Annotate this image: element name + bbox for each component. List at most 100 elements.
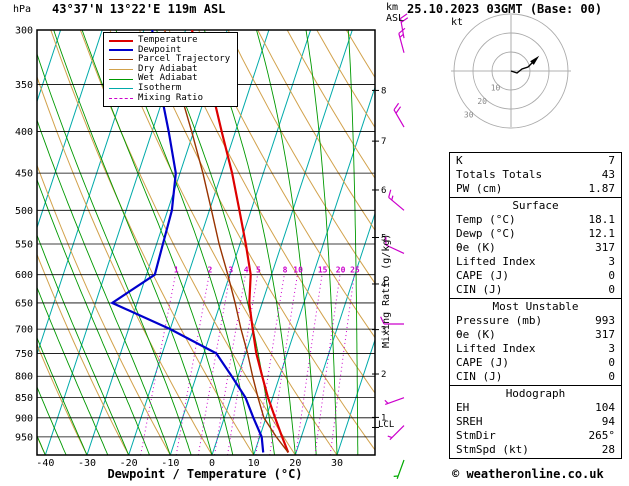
pressure-tick-label: 350 bbox=[15, 80, 33, 91]
stat-label: θe (K) bbox=[456, 241, 496, 254]
stat-value: 317 bbox=[595, 241, 615, 254]
temp-tick-label: -40 bbox=[36, 458, 54, 469]
copyright: © weatheronline.co.uk bbox=[452, 467, 604, 481]
stat-row: EH 104 bbox=[450, 401, 621, 415]
stat-value: 0 bbox=[608, 356, 615, 369]
stat-label: StmDir bbox=[456, 429, 496, 442]
mixing-ratio-value-label: 3 bbox=[228, 266, 233, 275]
mixing-ratio-value-label: 1 bbox=[174, 266, 179, 275]
stat-label: Totals Totals bbox=[456, 168, 543, 181]
stat-row: Dewp (°C) 12.1 bbox=[450, 227, 621, 241]
stat-row: PW (cm) 1.87 bbox=[450, 182, 621, 196]
stat-value: 3 bbox=[608, 255, 615, 268]
legend-item: Isotherm bbox=[109, 82, 230, 94]
mixing-ratio-value-label: 4 bbox=[244, 266, 249, 275]
temperature-swatch bbox=[109, 39, 133, 42]
stat-value: 0 bbox=[608, 370, 615, 383]
stat-row: SREH 94 bbox=[450, 415, 621, 429]
section-hodograph: Hodograph EH 104 SREH 94 StmDir 265° StmSpd (kt… bbox=[450, 385, 621, 458]
stat-label: Pressure (mb) bbox=[456, 314, 543, 327]
km-tick-label: 5 bbox=[381, 233, 386, 243]
pressure-tick-label: 700 bbox=[15, 325, 33, 336]
stat-row: CIN (J) 0 bbox=[450, 370, 621, 384]
stat-value: 1.87 bbox=[588, 182, 616, 195]
wind-barb bbox=[398, 27, 406, 53]
temp-tick-label: -20 bbox=[120, 458, 138, 469]
stat-label: StmSpd (kt) bbox=[456, 443, 529, 456]
legend-label: Dry Adiabat bbox=[138, 63, 198, 74]
dry-adiabat-swatch bbox=[109, 69, 133, 71]
isotherm-swatch bbox=[109, 88, 133, 90]
station-title: 43°37'N 13°22'E 119m ASL bbox=[52, 2, 226, 16]
stat-label: Lifted Index bbox=[456, 255, 536, 268]
pressure-tick-label: 900 bbox=[15, 413, 33, 424]
mixing-ratio-value-label: 20 bbox=[336, 266, 346, 275]
stat-label: CAPE (J) bbox=[456, 269, 509, 282]
stat-row: CAPE (J) 0 bbox=[450, 269, 621, 283]
stat-row: CIN (J) 0 bbox=[450, 283, 621, 297]
stat-value: 12.1 bbox=[588, 227, 616, 240]
plot-border bbox=[36, 29, 376, 456]
stat-label: PW (cm) bbox=[456, 182, 503, 195]
km-tick-label: 3 bbox=[381, 326, 386, 336]
hodograph-ring-label: 30 bbox=[464, 110, 474, 119]
km-tick-label: 2 bbox=[381, 370, 386, 380]
pressure-tick-label: 950 bbox=[15, 432, 33, 443]
legend-item: Dewpoint bbox=[109, 45, 230, 56]
pressure-tick-label: 650 bbox=[15, 298, 33, 309]
mixing-ratio-axis-label: Mixing Ratio (g/kg) bbox=[381, 233, 392, 348]
sounding-curves bbox=[109, 30, 290, 453]
temp-tick-label: 20 bbox=[289, 458, 301, 469]
stat-value: 94 bbox=[601, 415, 615, 428]
legend-item: Wet Adiabat bbox=[109, 74, 230, 84]
stat-row: Lifted Index 3 bbox=[450, 342, 621, 356]
stat-label: K bbox=[456, 154, 463, 167]
stat-label: CIN (J) bbox=[456, 370, 503, 383]
wet-adiabat-swatch bbox=[109, 78, 133, 80]
km-tick-label: 8 bbox=[381, 86, 386, 96]
mixing-ratio-value-label: 8 bbox=[283, 266, 288, 275]
pressure-tick-label: 800 bbox=[15, 372, 33, 383]
chart-legend: Temperature Dewpoint Parcel Trajectory Dry … bbox=[103, 32, 239, 108]
wind-barb bbox=[380, 316, 404, 325]
km-ticks: 1 2 3 4 5 6 7 8 bbox=[372, 86, 386, 428]
hodograph-ring bbox=[472, 32, 550, 110]
stat-value: 265° bbox=[588, 429, 616, 442]
temp-tick-label: -10 bbox=[161, 458, 179, 469]
wind-barb bbox=[384, 397, 405, 406]
lcl-label: LCL bbox=[378, 420, 395, 430]
stat-label: SREH bbox=[456, 415, 483, 428]
stat-row: Totals Totals 43 bbox=[450, 168, 621, 182]
legend-label: Isotherm bbox=[138, 82, 182, 93]
km-tick-label: 6 bbox=[381, 186, 386, 196]
pressure-tick-label: 450 bbox=[15, 169, 33, 180]
km-tick-label: 4 bbox=[381, 280, 386, 290]
stat-label: EH bbox=[456, 401, 470, 414]
legend-label: Parcel Trajectory bbox=[138, 54, 231, 65]
stat-value: 43 bbox=[601, 168, 615, 181]
stat-row: CAPE (J) 0 bbox=[450, 356, 621, 370]
wind-barb bbox=[388, 189, 405, 211]
wind-barb-column bbox=[380, 13, 409, 479]
hodograph-ring bbox=[453, 13, 569, 129]
hodograph-ring-label: 20 bbox=[477, 97, 487, 106]
legend-item: Dry Adiabat bbox=[109, 63, 230, 75]
wind-barb bbox=[393, 102, 405, 128]
temp-tick-label: 10 bbox=[248, 458, 260, 469]
stat-label: Lifted Index bbox=[456, 342, 536, 355]
pressure-tick-label: 850 bbox=[15, 393, 33, 404]
stat-value: 3 bbox=[608, 342, 615, 355]
pressure-gridlines: 300 350 400 450 500 550 600 650 700 750 800 850 900 9… bbox=[15, 26, 375, 443]
legend-item: Temperature bbox=[109, 35, 230, 46]
stat-label: θe (K) bbox=[456, 328, 496, 341]
pressure-unit-label: hPa bbox=[13, 4, 32, 15]
temp-tick-label: 0 bbox=[209, 458, 215, 469]
mixing-ratio-swatch bbox=[109, 97, 133, 99]
pressure-tick-label: 600 bbox=[15, 270, 33, 281]
stat-value: 317 bbox=[595, 328, 615, 341]
dewpoint-swatch bbox=[109, 49, 133, 52]
mixing-ratio-value-label: 2 bbox=[208, 266, 213, 275]
